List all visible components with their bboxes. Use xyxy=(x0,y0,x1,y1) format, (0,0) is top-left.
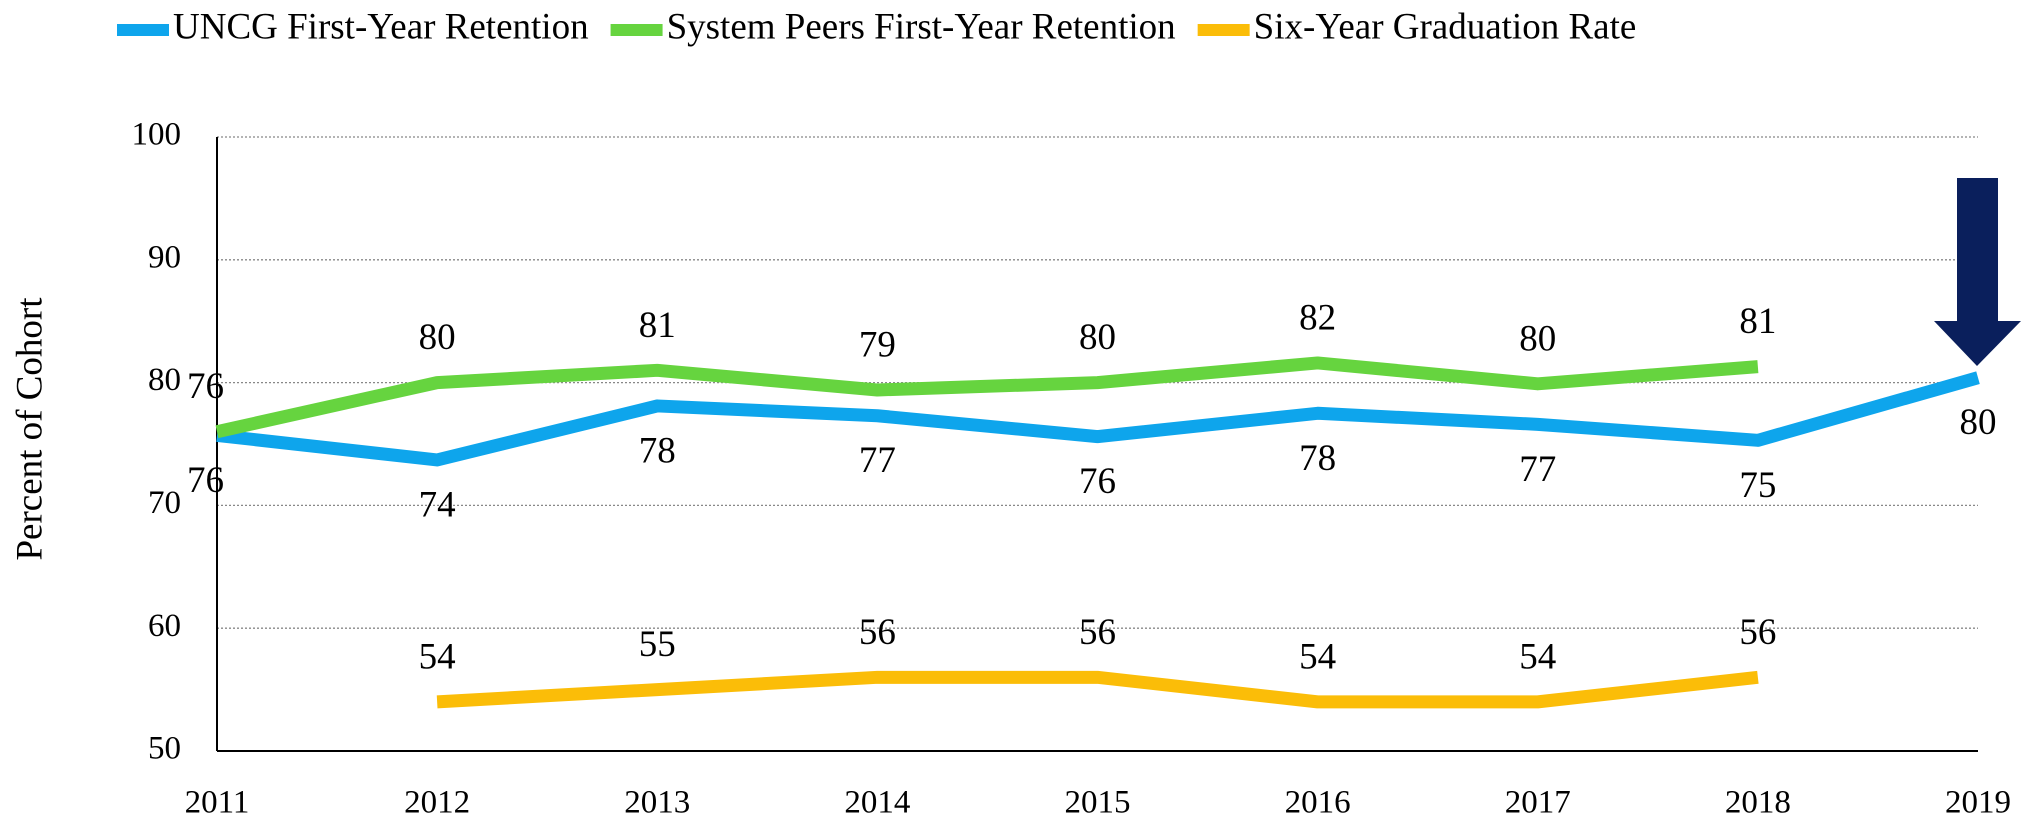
x-tick-label: 2015 xyxy=(1065,785,1131,821)
data-label: 80 xyxy=(1519,318,1556,359)
data-label: 77 xyxy=(1519,449,1556,490)
data-label: 81 xyxy=(1739,301,1776,342)
x-tick-label: 2012 xyxy=(404,785,470,821)
legend-swatch xyxy=(610,24,663,36)
data-label: 78 xyxy=(639,430,676,471)
data-label: 54 xyxy=(1299,636,1336,677)
data-label: 56 xyxy=(1739,612,1776,653)
data-label: 80 xyxy=(419,317,456,358)
data-label: 80 xyxy=(1960,402,1997,443)
x-tick-label: 2016 xyxy=(1285,785,1351,821)
data-label: 81 xyxy=(639,305,676,346)
arrow-head xyxy=(1934,321,2021,366)
y-tick-label: 70 xyxy=(148,485,181,521)
data-label: 56 xyxy=(859,612,896,653)
y-tick-label: 100 xyxy=(132,117,182,153)
legend-swatch xyxy=(1197,24,1250,36)
data-label: 80 xyxy=(1079,317,1116,358)
y-tick-label: 80 xyxy=(148,362,181,398)
data-label: 75 xyxy=(1739,465,1776,506)
x-tick-label: 2014 xyxy=(844,785,910,821)
series-line xyxy=(215,356,1759,439)
y-axis-title: Percent of Cohort xyxy=(9,297,50,561)
x-tick-label: 2013 xyxy=(624,785,690,821)
data-label: 74 xyxy=(419,484,456,525)
data-label: 79 xyxy=(859,324,896,365)
legend-label: UNCG First-Year Retention xyxy=(173,6,589,47)
y-tick-label: 60 xyxy=(148,608,181,644)
y-tick-label: 50 xyxy=(148,731,181,767)
data-label: 76 xyxy=(187,366,224,407)
data-label: 78 xyxy=(1299,438,1336,479)
data-label: 82 xyxy=(1299,297,1336,338)
annotation-arrow xyxy=(1934,178,2021,366)
data-label: 54 xyxy=(1519,636,1556,677)
legend-label: System Peers First-Year Retention xyxy=(667,6,1176,47)
data-label: 55 xyxy=(639,624,676,665)
data-label: 54 xyxy=(419,636,456,677)
data-label: 76 xyxy=(1079,461,1116,502)
x-tick-label: 2019 xyxy=(1945,785,2011,821)
x-tick-label: 2018 xyxy=(1725,785,1791,821)
series-line xyxy=(436,670,1759,709)
arrow-shaft xyxy=(1957,178,1998,322)
legend-label: Six-Year Graduation Rate xyxy=(1254,6,1637,47)
legend-swatch xyxy=(117,24,169,36)
x-tick-label: 2011 xyxy=(185,785,250,821)
data-label: 56 xyxy=(1079,612,1116,653)
x-tick-label: 2017 xyxy=(1505,785,1571,821)
data-label: 76 xyxy=(187,460,224,501)
series-line xyxy=(216,371,1980,467)
y-tick-label: 90 xyxy=(148,239,181,275)
data-label: 77 xyxy=(859,440,896,481)
